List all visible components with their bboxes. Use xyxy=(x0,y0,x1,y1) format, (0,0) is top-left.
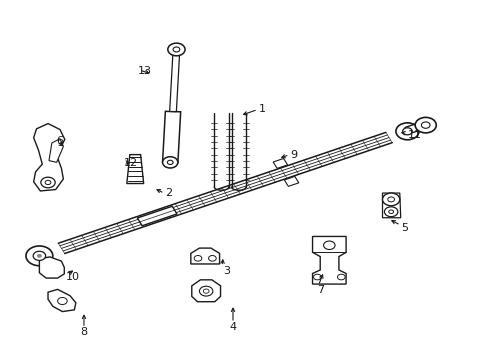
Circle shape xyxy=(162,157,178,168)
Text: 3: 3 xyxy=(223,266,230,276)
Text: 6: 6 xyxy=(57,136,63,146)
Polygon shape xyxy=(162,111,181,163)
Circle shape xyxy=(58,297,67,305)
Text: 12: 12 xyxy=(123,158,138,168)
Polygon shape xyxy=(191,280,220,302)
Circle shape xyxy=(26,246,53,266)
Circle shape xyxy=(313,274,321,280)
Polygon shape xyxy=(169,49,180,112)
Text: 4: 4 xyxy=(229,323,236,333)
Circle shape xyxy=(167,160,173,165)
Polygon shape xyxy=(49,139,63,162)
Circle shape xyxy=(388,210,393,213)
Text: 13: 13 xyxy=(138,66,152,76)
Circle shape xyxy=(194,256,202,261)
Polygon shape xyxy=(137,206,177,226)
Polygon shape xyxy=(48,289,76,312)
Polygon shape xyxy=(126,154,143,184)
Circle shape xyxy=(337,274,345,280)
Polygon shape xyxy=(34,123,64,191)
Circle shape xyxy=(382,193,399,206)
Circle shape xyxy=(38,255,41,257)
Circle shape xyxy=(33,251,45,260)
Text: 9: 9 xyxy=(290,150,297,160)
Circle shape xyxy=(395,123,418,140)
Circle shape xyxy=(45,180,51,185)
Text: 8: 8 xyxy=(80,327,87,337)
Circle shape xyxy=(199,286,212,296)
Circle shape xyxy=(173,47,180,52)
Text: 5: 5 xyxy=(401,222,408,233)
Polygon shape xyxy=(40,257,64,278)
Circle shape xyxy=(414,117,435,133)
Circle shape xyxy=(203,289,208,293)
Text: 2: 2 xyxy=(165,188,172,198)
Text: 1: 1 xyxy=(258,104,265,114)
Text: 10: 10 xyxy=(66,272,80,282)
Circle shape xyxy=(167,43,184,56)
Circle shape xyxy=(41,177,55,188)
Polygon shape xyxy=(273,158,287,168)
Circle shape xyxy=(402,128,411,135)
Text: 11: 11 xyxy=(407,130,421,140)
Polygon shape xyxy=(284,176,298,186)
Polygon shape xyxy=(382,193,400,218)
Circle shape xyxy=(208,256,216,261)
Text: 7: 7 xyxy=(317,285,324,295)
Circle shape xyxy=(384,207,397,217)
Circle shape xyxy=(323,241,334,249)
Circle shape xyxy=(387,197,394,202)
Polygon shape xyxy=(312,237,346,284)
Polygon shape xyxy=(190,248,219,264)
Circle shape xyxy=(421,122,429,128)
